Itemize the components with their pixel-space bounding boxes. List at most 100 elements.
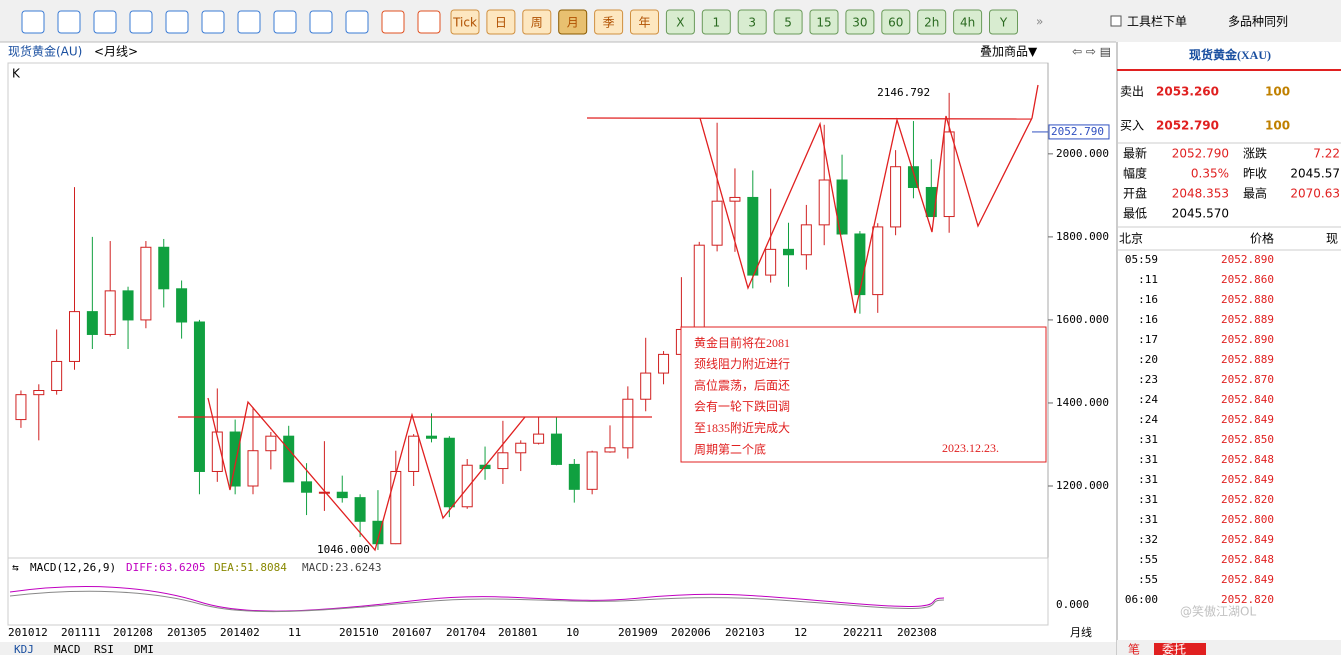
tick-time: 05:59 <box>1125 253 1158 266</box>
tick-price: 2052.890 <box>1221 333 1274 346</box>
tab[interactable]: KDJ <box>14 643 34 656</box>
candle-body <box>533 433 545 444</box>
tab[interactable]: MACD <box>54 643 81 656</box>
tick-time: :31 <box>1138 433 1158 446</box>
tick-price: 2052.849 <box>1221 573 1274 586</box>
checkbox[interactable] <box>1110 15 1122 27</box>
candle-body <box>140 246 152 321</box>
candle-body <box>836 179 848 235</box>
note-line: 至1835附近完成大 <box>694 420 790 435</box>
period-label[interactable]: X <box>676 16 684 30</box>
tick-time: :24 <box>1138 393 1158 406</box>
candle-body <box>265 435 277 452</box>
quote-title: 现货黄金(XAU) <box>1189 47 1271 62</box>
candle-body <box>658 353 670 374</box>
period-label[interactable]: 30 <box>852 16 867 30</box>
x-tick-label: 202211 <box>843 626 883 639</box>
period-label[interactable]: 4h <box>960 16 975 30</box>
period-label[interactable]: Y <box>999 16 1008 30</box>
sell-label: 卖出 <box>1120 85 1144 99</box>
field-label: 最新 <box>1123 146 1147 161</box>
tick-header: 价格 <box>1250 231 1274 246</box>
bottom-tab[interactable]: 委托 <box>1162 643 1186 657</box>
period-label[interactable]: 2h <box>924 16 939 30</box>
candle-body <box>229 431 241 487</box>
multi-symbol[interactable]: 多品种同列 <box>1228 15 1288 29</box>
trend-lines <box>178 84 1039 552</box>
note-line: 黄金目前将在2081 <box>694 335 790 350</box>
tick-list: 05:59 2052.890:11 2052.860:16 2052.880:16 20… <box>1125 253 1274 606</box>
candle-body <box>854 233 866 296</box>
period-label[interactable]: 5 <box>784 16 792 30</box>
period-button[interactable] <box>630 9 659 35</box>
period-label[interactable]: 3 <box>748 16 756 30</box>
y-tick-label: 1200.000 <box>1056 479 1109 492</box>
period-label[interactable]: 1 <box>712 16 720 30</box>
x-tick-label: 202103 <box>725 626 765 639</box>
tick-price: 2052.880 <box>1221 293 1274 306</box>
candle-body <box>318 491 330 494</box>
candle-body <box>515 442 527 454</box>
tabs: KDJ MACD RSI DMI <box>14 643 154 656</box>
y-tick-label: 2000.000 <box>1056 147 1109 160</box>
period-button[interactable] <box>594 9 624 35</box>
field-value: 2045.570 <box>1172 207 1229 221</box>
buy-vol: 100 <box>1265 119 1290 133</box>
period-label[interactable]: 年 <box>638 16 650 30</box>
tab-bar <box>0 642 1116 655</box>
period-button[interactable] <box>989 9 1018 35</box>
note-line: 会有一轮下跌回调 <box>694 399 790 414</box>
field-value: 2052.790 <box>1172 147 1229 161</box>
period-label[interactable]: 60 <box>888 16 903 30</box>
macd-icon: ⇆ <box>12 561 19 574</box>
period-button[interactable] <box>701 9 731 35</box>
period-button[interactable] <box>773 9 803 35</box>
candle-body <box>104 290 116 335</box>
tick-price: 2052.848 <box>1221 553 1274 566</box>
macd-value: MACD:23.6243 <box>302 561 381 574</box>
period-label[interactable]: 15 <box>816 16 831 30</box>
watermark: @笑傲江湖OL <box>1180 604 1256 619</box>
nav[interactable]: ⇦ ⇨ ▤ <box>1072 45 1111 59</box>
x-tick-label: 201305 <box>167 626 207 639</box>
tick-time: :24 <box>1138 413 1158 426</box>
bottom-tab[interactable]: 笔 <box>1128 642 1140 657</box>
tab[interactable]: DMI <box>134 643 154 656</box>
candle-body <box>86 311 98 335</box>
period-button[interactable] <box>486 9 516 35</box>
period-button[interactable] <box>450 9 480 35</box>
period: <月线> <box>94 45 138 59</box>
tick-time: :31 <box>1138 473 1158 486</box>
period-button[interactable] <box>522 9 552 35</box>
tick-price: 2052.848 <box>1221 453 1274 466</box>
order-toolbar[interactable]: 工具栏下单 <box>1127 14 1187 29</box>
candle-body <box>193 321 205 472</box>
tick-time: :11 <box>1138 273 1158 286</box>
period-button[interactable] <box>881 9 911 35</box>
period-button[interactable] <box>917 9 947 35</box>
note-line: 周期第二个底 <box>694 441 766 456</box>
overlay[interactable]: 叠加商品▼ <box>980 44 1038 59</box>
period-button[interactable] <box>809 9 839 35</box>
period-label[interactable]: 日 <box>495 16 507 30</box>
period-label[interactable]: Tick <box>452 16 477 30</box>
period-button[interactable] <box>665 9 695 35</box>
tick-price: 2052.820 <box>1221 493 1274 506</box>
period-button[interactable] <box>558 9 588 35</box>
candle-body <box>354 497 366 522</box>
field-label: 昨收 <box>1243 167 1267 181</box>
tab[interactable]: RSI <box>94 643 114 656</box>
period-label[interactable]: 季 <box>603 16 615 30</box>
period-button[interactable] <box>845 9 875 35</box>
macd-frame <box>7 557 1049 626</box>
period-button[interactable] <box>737 9 767 35</box>
period-label[interactable]: 月 <box>567 16 579 30</box>
candle-body <box>818 179 830 226</box>
more[interactable]: » <box>1036 15 1043 29</box>
candle-body <box>443 437 455 508</box>
quote-fields: 最新 2052.790 涨跌 7.22 幅度 0.35% 昨收 2045.57 开盘 2048.3… <box>1123 146 1340 221</box>
period-button[interactable] <box>953 9 983 35</box>
x-tick-label: 201704 <box>446 626 486 639</box>
period-label[interactable]: 周 <box>531 16 543 30</box>
